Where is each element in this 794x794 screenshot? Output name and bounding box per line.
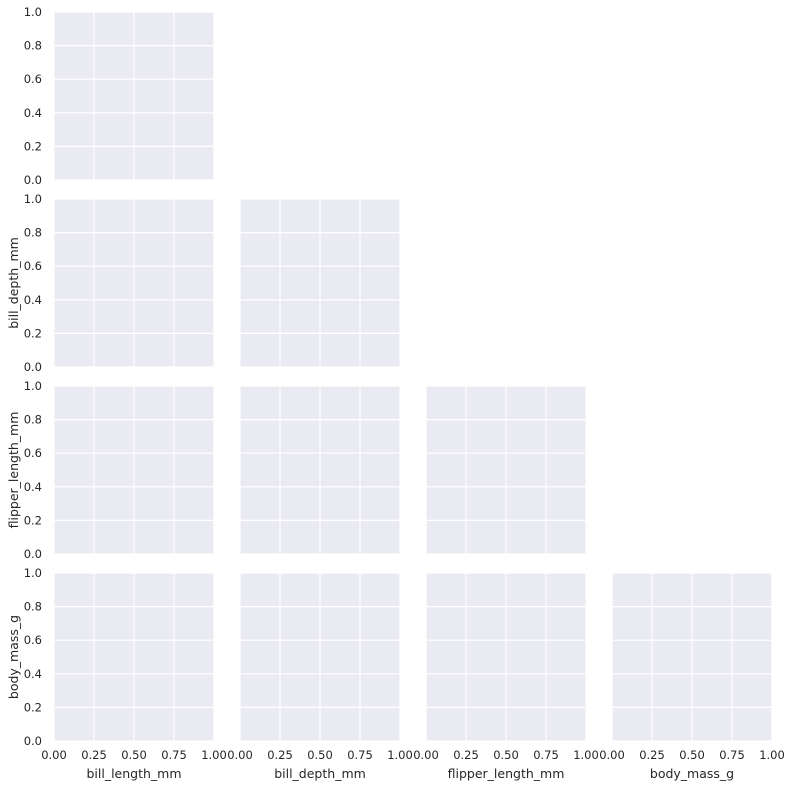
panel-bill_depth_mm-vs-bill_depth_mm (239, 198, 401, 368)
y-tick-label: 0.4 (24, 106, 42, 120)
x-tick-label: 1.00 (759, 748, 785, 762)
y-tick-label: 0.6 (24, 446, 42, 460)
y-tick-label: 0.8 (24, 226, 42, 240)
x-tick-label: 0.50 (121, 748, 147, 762)
panel-bill_length_mm-vs-bill_length_mm (53, 11, 215, 181)
x-axis-label: bill_depth_mm (274, 766, 366, 781)
y-tick-label: 0.0 (24, 173, 42, 187)
y-axis-label: body_mass_g (6, 615, 21, 699)
panel-bill_length_mm-vs-body_mass_g (53, 572, 215, 742)
panel-bill_depth_mm-vs-body_mass_g (239, 572, 401, 742)
x-tick-label: 0.00 (227, 748, 253, 762)
x-tick-label: 0.00 (599, 748, 625, 762)
x-axis-label: body_mass_g (650, 766, 734, 781)
panel-bill_depth_mm-vs-flipper_length_mm (239, 385, 401, 555)
panel-flipper_length_mm-vs-flipper_length_mm (425, 385, 587, 555)
x-tick-label: 0.75 (347, 748, 373, 762)
y-tick-label: 0.2 (24, 139, 42, 153)
y-tick-label: 0.8 (24, 413, 42, 427)
x-tick-label: 0.00 (41, 748, 67, 762)
x-tick-label: 0.50 (679, 748, 705, 762)
y-tick-label: 0.4 (24, 667, 42, 681)
y-tick-label: 0.4 (24, 293, 42, 307)
y-tick-label: 0.4 (24, 480, 42, 494)
x-tick-label: 0.25 (453, 748, 479, 762)
y-tick-label: 0.2 (24, 700, 42, 714)
x-tick-label: 1.00 (201, 748, 227, 762)
y-tick-label: 0.2 (24, 326, 42, 340)
y-tick-label: 0.2 (24, 513, 42, 527)
x-tick-label: 0.75 (533, 748, 559, 762)
y-tick-label: 0.0 (24, 360, 42, 374)
x-tick-label: 0.25 (639, 748, 665, 762)
x-tick-label: 0.50 (493, 748, 519, 762)
y-tick-label: 0.6 (24, 633, 42, 647)
panel-bill_length_mm-vs-bill_depth_mm (53, 198, 215, 368)
y-axis-label: flipper_length_mm (6, 412, 21, 529)
x-tick-label: 1.00 (387, 748, 413, 762)
x-axis-label: bill_length_mm (86, 766, 181, 781)
y-tick-label: 1.0 (24, 566, 42, 580)
x-axis-label: flipper_length_mm (448, 766, 565, 781)
y-tick-label: 1.0 (24, 5, 42, 19)
x-tick-label: 1.00 (573, 748, 599, 762)
y-tick-label: 1.0 (24, 192, 42, 206)
y-tick-label: 1.0 (24, 379, 42, 393)
y-axis-label: bill_depth_mm (6, 237, 21, 329)
y-tick-label: 0.6 (24, 259, 42, 273)
x-tick-label: 0.25 (267, 748, 293, 762)
x-tick-label: 0.00 (413, 748, 439, 762)
panel-bill_length_mm-vs-flipper_length_mm (53, 385, 215, 555)
panel-body_mass_g-vs-body_mass_g (611, 572, 773, 742)
y-tick-label: 0.6 (24, 72, 42, 86)
y-tick-label: 0.0 (24, 547, 42, 561)
y-tick-label: 0.0 (24, 734, 42, 748)
x-tick-label: 0.25 (81, 748, 107, 762)
x-tick-label: 0.75 (719, 748, 745, 762)
x-tick-label: 0.50 (307, 748, 333, 762)
panel-flipper_length_mm-vs-body_mass_g (425, 572, 587, 742)
x-tick-label: 0.75 (161, 748, 187, 762)
y-tick-label: 0.8 (24, 39, 42, 53)
y-tick-label: 0.8 (24, 600, 42, 614)
